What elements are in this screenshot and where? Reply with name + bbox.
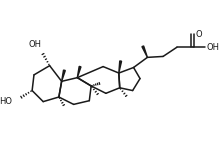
Polygon shape — [77, 66, 81, 78]
Text: HO: HO — [0, 97, 12, 106]
Text: OH: OH — [28, 40, 41, 49]
Polygon shape — [119, 61, 122, 73]
Polygon shape — [142, 46, 147, 57]
Polygon shape — [62, 70, 65, 81]
Text: OH: OH — [206, 43, 219, 52]
Text: O: O — [195, 30, 202, 39]
